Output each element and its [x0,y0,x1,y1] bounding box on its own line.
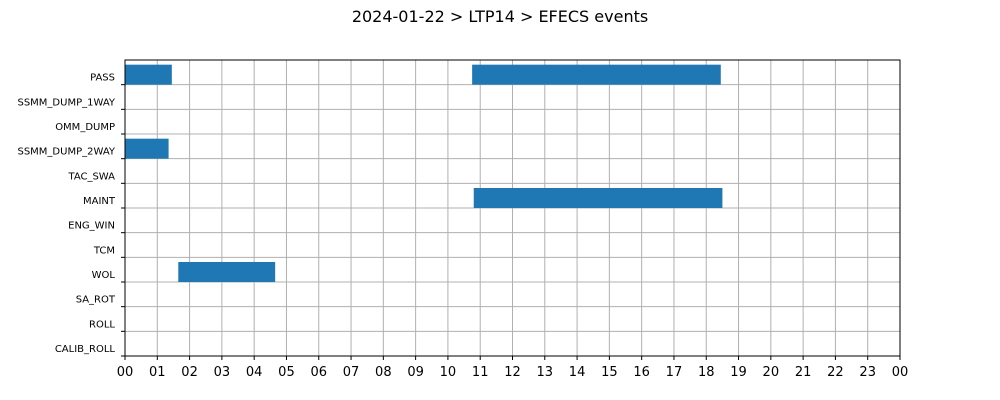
event-bar-pass [472,64,721,85]
x-axis: 00 01 02 03 04 05 06 07 08 09 10 11 12 13 14 15 16 17 18 19… [117,356,909,380]
x-tick-label: 04 [246,365,263,380]
x-tick-label: 12 [504,365,521,380]
x-tick-label: 02 [181,365,198,380]
y-tick-label: PASS [90,73,115,84]
x-tick-label: 13 [537,365,554,380]
y-tick-label: CALIB_ROLL [55,344,116,355]
x-tick-label: 00 [892,365,909,380]
x-tick-label: 17 [666,365,683,380]
x-tick-label: 01 [149,365,166,380]
x-tick-label: 22 [827,365,844,380]
x-tick-label: 09 [407,365,424,380]
x-tick-label: 20 [763,365,780,380]
event-bar-wol [178,262,276,282]
x-tick-label: 00 [117,365,134,380]
y-axis: PASS SSMM_DUMP_1WAY OMM_DUMP SSMM_DUMP_2WAY… [17,73,125,357]
x-tick-label: 16 [633,365,650,380]
y-tick-label: TAC_SWA [67,171,115,182]
y-tick-label: SA_ROT [76,295,116,306]
x-tick-label: 11 [472,365,489,380]
y-tick-label: TCM [93,245,115,256]
x-tick-label: 10 [440,365,457,380]
event-bar-ssmm-dump-2way [125,138,169,159]
x-tick-label: 15 [601,365,618,380]
x-tick-label: 05 [278,365,295,380]
x-tick-label: 14 [569,365,586,380]
y-tick-label: ROLL [89,319,115,330]
x-tick-label: 23 [859,365,876,380]
x-tick-label: 21 [795,365,812,380]
y-tick-label: ENG_WIN [68,221,115,232]
chart-title: 2024-01-22 > LTP14 > EFECS events [352,7,648,26]
x-tick-label: 18 [698,365,715,380]
y-tick-label: SSMM_DUMP_1WAY [17,97,115,108]
x-tick-label: 19 [730,365,747,380]
bars [125,64,723,282]
x-tick-label: 07 [343,365,360,380]
y-tick-label: SSMM_DUMP_2WAY [17,147,115,158]
plot-frame [124,59,901,357]
y-tick-label: MAINT [83,196,116,207]
x-tick-label: 03 [214,365,231,380]
x-tick-label: 08 [375,365,392,380]
y-tick-label: OMM_DUMP [55,122,115,133]
event-bar-pass [125,64,172,85]
y-tick-label: WOL [92,270,116,281]
x-tick-label: 06 [310,365,327,380]
event-bar-maint [473,188,723,208]
